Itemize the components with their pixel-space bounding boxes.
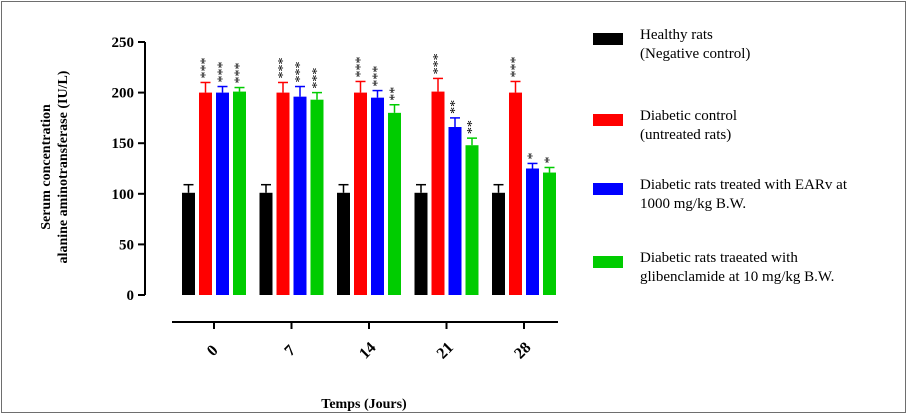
x-tick-label: 0 bbox=[204, 342, 222, 360]
x-axis-label: Temps (Jours) bbox=[321, 397, 407, 412]
bar bbox=[388, 112, 401, 295]
legend-label: (Negative control) bbox=[640, 46, 750, 62]
bar bbox=[337, 192, 350, 295]
bar bbox=[259, 192, 273, 295]
significance-label: *** bbox=[199, 57, 214, 78]
bar bbox=[526, 168, 539, 295]
significance-label: *** bbox=[431, 53, 446, 74]
y-tick-label: 200 bbox=[112, 86, 135, 102]
x-tick-label: 21 bbox=[434, 339, 457, 362]
significance-label: *** bbox=[354, 56, 369, 77]
bar bbox=[310, 99, 324, 296]
legend-label: (untreated rats) bbox=[640, 127, 731, 143]
significance-label: *** bbox=[216, 62, 231, 83]
bar bbox=[465, 145, 479, 295]
significance-label: *** bbox=[233, 63, 248, 84]
legend-label: Diabetic rats treated with EARv at bbox=[640, 177, 848, 193]
bar bbox=[492, 192, 505, 295]
y-tick-label: 250 bbox=[112, 35, 135, 51]
y-tick-label: 100 bbox=[112, 187, 135, 203]
legend-label: Diabetic rats traeated with bbox=[640, 250, 798, 266]
bar bbox=[276, 92, 290, 295]
bar bbox=[293, 96, 307, 295]
x-tick-label: 14 bbox=[356, 339, 379, 362]
significance-label: *** bbox=[509, 56, 524, 77]
y-axis-label-line1: Serum concentration bbox=[39, 104, 54, 230]
significance-label: ** bbox=[388, 87, 403, 101]
legend-label: Diabetic control bbox=[640, 108, 737, 124]
y-tick-label: 50 bbox=[119, 237, 134, 253]
x-tick-label: 7 bbox=[281, 342, 299, 360]
legend-swatch bbox=[593, 114, 623, 126]
significance-label: ** bbox=[448, 100, 463, 114]
significance-label: *** bbox=[310, 68, 325, 89]
bar bbox=[182, 192, 195, 295]
y-tick-label: 150 bbox=[112, 136, 135, 152]
legend-label: Healthy rats bbox=[640, 27, 713, 43]
significance-label: * bbox=[526, 152, 541, 159]
bar bbox=[354, 92, 367, 295]
significance-label: *** bbox=[293, 62, 308, 83]
legend-label: 1000 mg/kg B.W. bbox=[640, 196, 746, 212]
y-tick-label: 0 bbox=[127, 288, 135, 304]
significance-label: * bbox=[543, 156, 558, 163]
legend-swatch bbox=[593, 183, 623, 195]
legend-swatch bbox=[593, 33, 623, 45]
bar bbox=[543, 172, 556, 295]
significance-label: *** bbox=[371, 66, 386, 87]
significance-label: ** bbox=[465, 120, 480, 134]
bar bbox=[216, 92, 229, 295]
significance-label: *** bbox=[276, 57, 291, 78]
bar bbox=[414, 192, 428, 295]
bar bbox=[509, 92, 522, 295]
legend-swatch bbox=[593, 256, 623, 268]
legend-label: glibenclamide at 10 mg/kg B.W. bbox=[640, 269, 834, 285]
bar bbox=[448, 127, 462, 296]
bar bbox=[199, 92, 212, 295]
y-axis-label-line2: alanine aminotransferase (IU/L) bbox=[56, 70, 71, 263]
bar bbox=[371, 97, 384, 295]
x-tick-label: 28 bbox=[511, 339, 534, 362]
bar bbox=[233, 91, 246, 295]
bar bbox=[431, 91, 445, 295]
